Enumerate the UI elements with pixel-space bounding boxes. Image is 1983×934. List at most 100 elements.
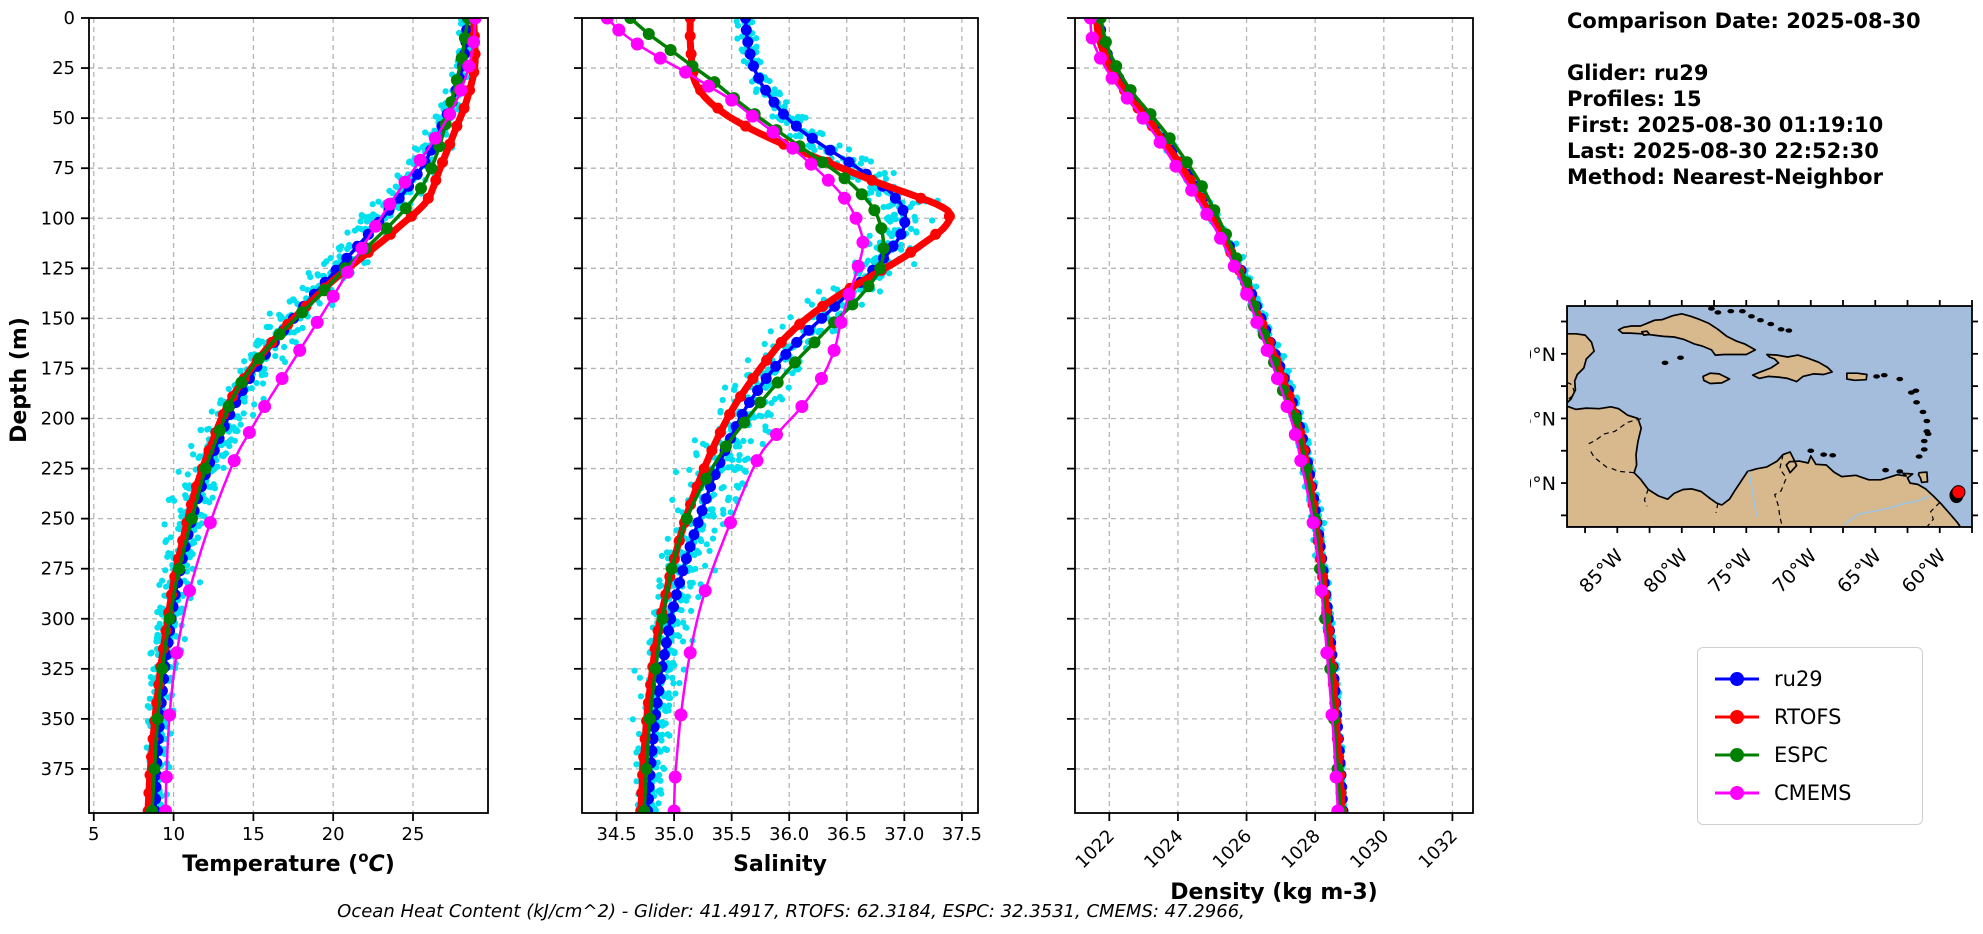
svg-text:1022: 1022 (1072, 826, 1119, 873)
map-border (1587, 418, 1642, 445)
depth-axis-label: Depth (m) (7, 317, 32, 443)
density-grid (1075, 17, 1473, 813)
map-land-yucatan (1567, 306, 1595, 404)
map-lon-label: 60°W (1898, 545, 1951, 598)
svg-text:1024: 1024 (1140, 826, 1187, 873)
svg-text:350: 350 (41, 709, 75, 730)
locator-map: 20°N 15°N 10°N 85°W80°W75°W70°W65°W60°W (1530, 300, 1978, 598)
svg-text:200: 200 (41, 409, 75, 430)
legend-item-espc: ESPC (1714, 736, 1922, 774)
legend-item-rtofs: RTOFS (1714, 698, 1922, 736)
temperature-xlabel: Temperature (oC) (182, 848, 395, 877)
map-border (1643, 488, 1649, 507)
svg-text:100: 100 (41, 208, 75, 229)
map-island (1913, 400, 1920, 405)
map-river (1843, 502, 1904, 526)
temperature-grid (89, 17, 488, 813)
svg-text:34.5: 34.5 (596, 824, 636, 845)
map-lon-label: 85°W (1575, 545, 1628, 598)
svg-text:50: 50 (52, 108, 75, 129)
map-land-hispaniola (1751, 353, 1833, 383)
map-island (1785, 328, 1793, 333)
density-series-cmems (1083, 18, 1345, 813)
info-line: Glider: ru29 (1567, 61, 1709, 85)
map-land-puerto_rico (1846, 372, 1868, 382)
svg-text:1030: 1030 (1346, 826, 1393, 873)
map-lat-label: 15°N (1530, 408, 1556, 430)
svg-text:175: 175 (41, 358, 75, 379)
map-island (1924, 431, 1932, 437)
map-island (1882, 467, 1889, 473)
map-island (1661, 360, 1669, 366)
info-line: Last: 2025-08-30 22:52:30 (1567, 139, 1879, 163)
svg-text:1026: 1026 (1209, 826, 1256, 873)
svg-text:250: 250 (41, 509, 75, 530)
map-lon-label: 70°W (1769, 545, 1822, 598)
temperature-glider-scatter (143, 18, 475, 813)
map-island (1708, 306, 1715, 311)
svg-text:36.0: 36.0 (769, 824, 809, 845)
svg-text:225: 225 (41, 459, 75, 480)
temperature-series-espc (146, 18, 474, 813)
salinity-xlabel: Salinity (733, 852, 827, 877)
density-ticks: 1022 1024 1026 1028 1030 1032 (1067, 17, 1462, 873)
salinity-plot: 34.5 35.0 35.5 36.0 36.5 37.0 37.5 Salinity (574, 17, 982, 877)
map-ticks (1561, 300, 1978, 533)
legend-line-marker-icon (1715, 748, 1759, 762)
svg-text:20: 20 (322, 824, 345, 845)
map-lon-label: 75°W (1704, 545, 1757, 598)
map-land-isla_juventud (1640, 330, 1651, 336)
map-island (1873, 374, 1880, 379)
info-line: Profiles: 15 (1567, 87, 1702, 111)
map-island (1739, 308, 1746, 314)
svg-text:0: 0 (64, 8, 75, 29)
svg-text:10: 10 (162, 824, 185, 845)
map-lat-label: 20°N (1530, 344, 1556, 366)
svg-text:35.0: 35.0 (654, 824, 694, 845)
svg-text:25: 25 (52, 58, 75, 79)
info-line: First: 2025-08-30 01:19:10 (1567, 113, 1884, 137)
map-border (1567, 381, 1576, 401)
svg-text:36.5: 36.5 (827, 824, 867, 845)
svg-text:37.0: 37.0 (884, 824, 924, 845)
density-plot: 1022 1024 1026 1028 1030 1032 Density (kg m-3) (1067, 17, 1474, 905)
salinity-ticks: 34.5 35.0 35.5 36.0 36.5 37.0 37.5 (574, 17, 982, 845)
map-island (1920, 447, 1928, 452)
temperature-ticks: 5 10 15 20 250255075100125150175200225250275… (41, 8, 425, 845)
svg-text:375: 375 (41, 759, 75, 780)
map-lon-label: 80°W (1640, 545, 1693, 598)
comparison-info-panel: Comparison Date: 2025-08-30 Glider: ru29… (1567, 8, 1921, 190)
map-island (1757, 318, 1764, 323)
svg-text:325: 325 (41, 659, 75, 680)
legend: ru29 RTOFS ESPC CMEMS (1697, 647, 1923, 825)
map-island (1920, 438, 1928, 444)
svg-text:275: 275 (41, 559, 75, 580)
map-glider-position-marker (1951, 485, 1966, 500)
legend-line-marker-icon (1715, 786, 1759, 800)
legend-line-marker-icon (1715, 710, 1759, 724)
temperature-plot: 5 10 15 20 250255075100125150175200225250275… (41, 8, 489, 877)
legend-item-ru29: ru29 (1714, 660, 1922, 698)
density-glider-scatter (1095, 18, 1348, 813)
map-land-cuba (1617, 312, 1757, 356)
salinity-series-cmems (600, 18, 870, 813)
svg-text:25: 25 (402, 824, 425, 845)
svg-text:300: 300 (41, 609, 75, 630)
map-lon-label: 65°W (1833, 545, 1886, 598)
map-island (1923, 418, 1931, 424)
map-island (1777, 327, 1785, 332)
svg-text:1028: 1028 (1277, 826, 1324, 873)
map-border (1715, 502, 1719, 513)
map-island (1880, 372, 1888, 378)
map-island (1915, 454, 1923, 459)
density-series-ru29 (1093, 18, 1349, 813)
legend-label: ESPC (1774, 743, 1828, 767)
map-island (1912, 388, 1920, 393)
map-land-mainland (1567, 405, 1962, 527)
map-island (1919, 409, 1927, 415)
map-river (1748, 471, 1758, 517)
info-line: Comparison Date: 2025-08-30 (1567, 9, 1921, 33)
density-series-espc (1094, 18, 1347, 813)
ocean-heat-content-note: Ocean Heat Content (kJ/cm^2) - Glider: 4… (337, 901, 1245, 922)
